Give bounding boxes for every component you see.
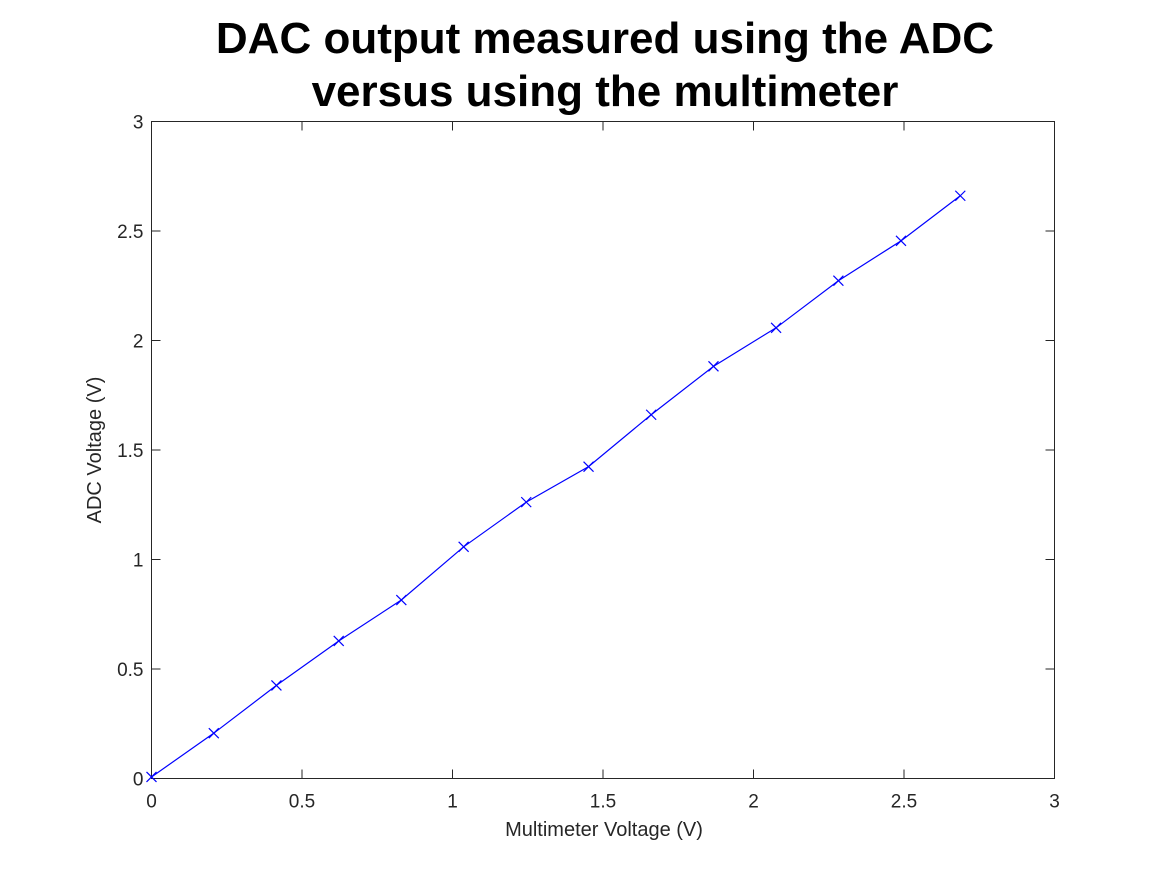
x-tick-label: 1 (447, 792, 458, 813)
marker-stroke (832, 275, 844, 287)
y-tick-label: 0.5 (117, 660, 143, 681)
y-tick-label: 3 (133, 113, 144, 134)
x-tick-label: 0 (146, 792, 157, 813)
data-point-marker (832, 275, 844, 287)
marker-stroke (770, 322, 782, 334)
x-tick-label: 0.5 (289, 792, 315, 813)
series-group (146, 190, 966, 783)
data-point-marker (954, 190, 966, 202)
data-point-marker (895, 235, 907, 247)
y-tick-label: 2 (133, 332, 144, 353)
x-axis-tick-labels: 0 0.5 1 1.5 2 2.5 3 (146, 792, 1060, 813)
marker-stroke (333, 635, 345, 647)
data-point-marker (770, 322, 782, 334)
plot-area-frame (151, 121, 1055, 779)
data-point-marker (645, 409, 657, 421)
data-point-marker (520, 496, 532, 508)
y-axis-label: ADC Voltage (V) (84, 377, 106, 524)
chart-title: DAC output measured using the ADC versus… (216, 14, 994, 116)
y-tick-label: 1 (133, 551, 144, 572)
data-point-marker (208, 727, 220, 739)
x-axis-label: Multimeter Voltage (V) (505, 819, 703, 841)
data-point-marker (146, 771, 157, 783)
marker-stroke (208, 727, 220, 739)
data-point-marker (395, 594, 407, 606)
data-point-marker (708, 360, 719, 372)
data-point-marker (583, 461, 594, 473)
x-tick-label: 3 (1049, 792, 1060, 813)
marker-stroke (458, 541, 470, 553)
series-line (151, 195, 961, 778)
marker-stroke (708, 360, 719, 372)
data-point-marker (458, 541, 470, 553)
x-axis-ticks (151, 121, 1055, 779)
marker-stroke (270, 680, 282, 691)
x-tick-label: 2.5 (891, 792, 917, 813)
marker-stroke (395, 594, 407, 606)
marker-stroke (146, 771, 157, 783)
y-axis-ticks (151, 121, 1055, 779)
marker-stroke (895, 235, 907, 247)
chart-title-line-1: DAC output measured using the ADC (216, 14, 994, 63)
marker-stroke (520, 496, 532, 508)
marker-stroke (954, 190, 966, 202)
y-axis-tick-labels: 0 0.5 1 1.5 2 2.5 3 (117, 113, 143, 791)
x-tick-label: 2 (748, 792, 759, 813)
chart-title-line-2: versus using the multimeter (312, 67, 899, 116)
x-tick-label: 1.5 (590, 792, 616, 813)
y-tick-label: 2.5 (117, 222, 143, 243)
marker-stroke (583, 461, 594, 473)
y-tick-label: 0 (133, 770, 144, 791)
marker-stroke (645, 409, 657, 421)
y-tick-label: 1.5 (117, 441, 143, 462)
data-point-marker (333, 635, 345, 647)
data-point-marker (270, 680, 282, 691)
